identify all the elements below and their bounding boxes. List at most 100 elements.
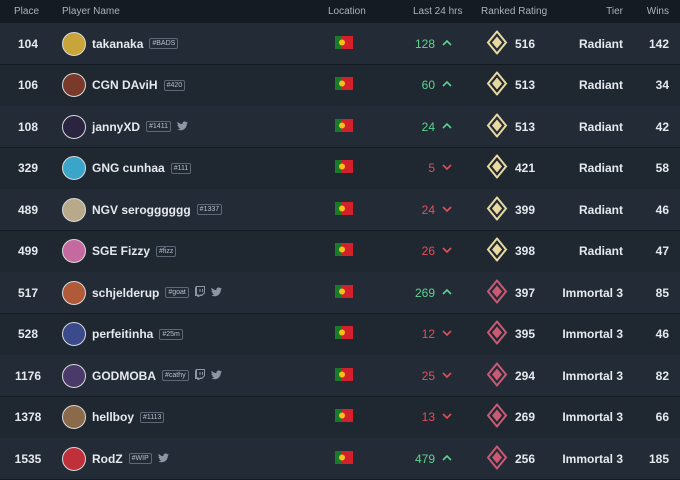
rank-icon [486,444,508,472]
flag [335,284,353,301]
leaderboard-row: 1535 RodZ #WIP 479 256 Immortal 3 185 [0,438,680,480]
ranked-rating: 516 [515,36,536,51]
player-name[interactable]: takanaka [92,36,144,51]
wins: 47 [655,244,669,258]
player: SGE Fizzy #fizz [62,239,177,263]
avatar [62,31,86,56]
place: 1535 [14,451,42,466]
ranked-rating: 397 [515,285,536,300]
leaderboard-row: 528 perfeitinha #25m 12 395 Immortal 3 46 [0,313,680,356]
twitter-icon[interactable] [176,120,188,134]
avatar [62,239,86,263]
twitter-icon[interactable] [157,452,169,466]
player-name[interactable]: RodZ [92,451,123,466]
player-name[interactable]: SGE Fizzy [92,244,151,258]
player-name[interactable]: CGN DAviH [92,78,158,92]
ranked-rating: 513 [515,119,536,134]
player: perfeitinha #25m [62,322,183,346]
wins: 34 [655,78,669,92]
tier: Radiant [578,36,623,51]
change-24h: 12 [421,327,435,341]
trend-arrow [442,203,452,217]
wins: 142 [648,36,669,51]
tier: Immortal 3 [562,451,623,466]
header-cell: Place [14,6,40,17]
player-name[interactable]: GODMOBA [92,368,156,383]
avatar [62,114,86,139]
twitter-icon[interactable] [210,369,222,383]
player-name[interactable]: GNG cunhaa [92,161,165,175]
rank-icon [486,195,508,223]
leaderboard-row: 106 CGN DAviH #420 60 513 Radiant 34 [0,64,680,107]
ranked-rating: 395 [515,327,536,341]
place: 106 [17,78,39,92]
twitter-icon[interactable] [210,286,222,300]
ranked-rating: 398 [515,244,536,258]
leaderboard-row: 329 GNG cunhaa #111 5 421 Radiant 58 [0,147,680,190]
wins: 66 [655,410,669,424]
twitch-icon[interactable] [194,285,205,300]
tier: Radiant [578,202,623,217]
tier: Immortal 3 [562,368,623,383]
header-cell: Location [328,6,366,17]
rank-icon [486,112,508,140]
change-24h: 5 [428,161,435,175]
tier: Radiant [578,119,623,134]
trend-arrow [442,37,452,51]
trend-arrow [442,286,452,300]
avatar [62,405,86,429]
ranked-rating: 399 [515,202,536,217]
twitch-icon[interactable] [194,368,205,383]
flag [335,77,353,93]
flag [335,409,353,425]
flag [335,367,353,384]
player-tag: #1113 [140,411,165,423]
flag [335,201,353,218]
change-24h: 24 [421,202,435,217]
tier: Immortal 3 [562,285,623,300]
avatar [62,446,86,471]
ranked-rating: 513 [515,78,536,92]
trend-arrow [442,452,452,466]
player: jannyXD #1411 [62,114,188,139]
place: 104 [17,36,39,51]
change-24h: 13 [421,410,435,424]
player-name[interactable]: perfeitinha [92,327,154,341]
player-tag: #1411 [146,121,171,132]
flag [335,326,353,342]
trend-arrow [442,78,452,92]
wins: 85 [655,285,669,300]
trend-arrow [442,369,452,383]
leaderboard-row: 104 takanaka #BADS 128 516 Radiant 142 [0,23,680,65]
player-name[interactable]: jannyXD [92,119,141,134]
player-tag: #BADS [149,38,179,49]
player-name[interactable]: NGV serogggggg [92,202,191,217]
leaderboard-row: 517 schjelderup #goat 269 397 Immortal 3 85 [0,272,680,314]
tier: Immortal 3 [562,410,623,424]
player: CGN DAviH #420 [62,73,186,97]
rank-icon [486,319,508,348]
place: 1176 [14,368,42,383]
change-24h: 24 [421,119,435,134]
flag [335,118,353,135]
trend-arrow [442,161,452,175]
player: GODMOBA #cathy [62,363,222,388]
change-24h: 60 [421,78,435,92]
avatar [62,363,86,388]
rank-icon [486,29,508,57]
wins: 46 [655,327,669,341]
player-tag: #WIP [128,453,152,464]
rank-icon [486,70,508,99]
wins: 42 [655,119,669,134]
ranked-rating: 421 [515,161,536,175]
player-name[interactable]: hellboy [92,410,135,424]
player-tag: #25m [159,328,183,340]
tier: Radiant [578,244,623,258]
player-name[interactable]: schjelderup [92,285,160,300]
leaderboard-row: 489 NGV serogggggg #1337 24 399 Radiant 46 [0,189,680,231]
place: 1378 [14,410,42,424]
change-24h: 128 [414,36,435,51]
player-tag: #1337 [196,204,223,215]
header-cell: Player Name [62,6,120,17]
